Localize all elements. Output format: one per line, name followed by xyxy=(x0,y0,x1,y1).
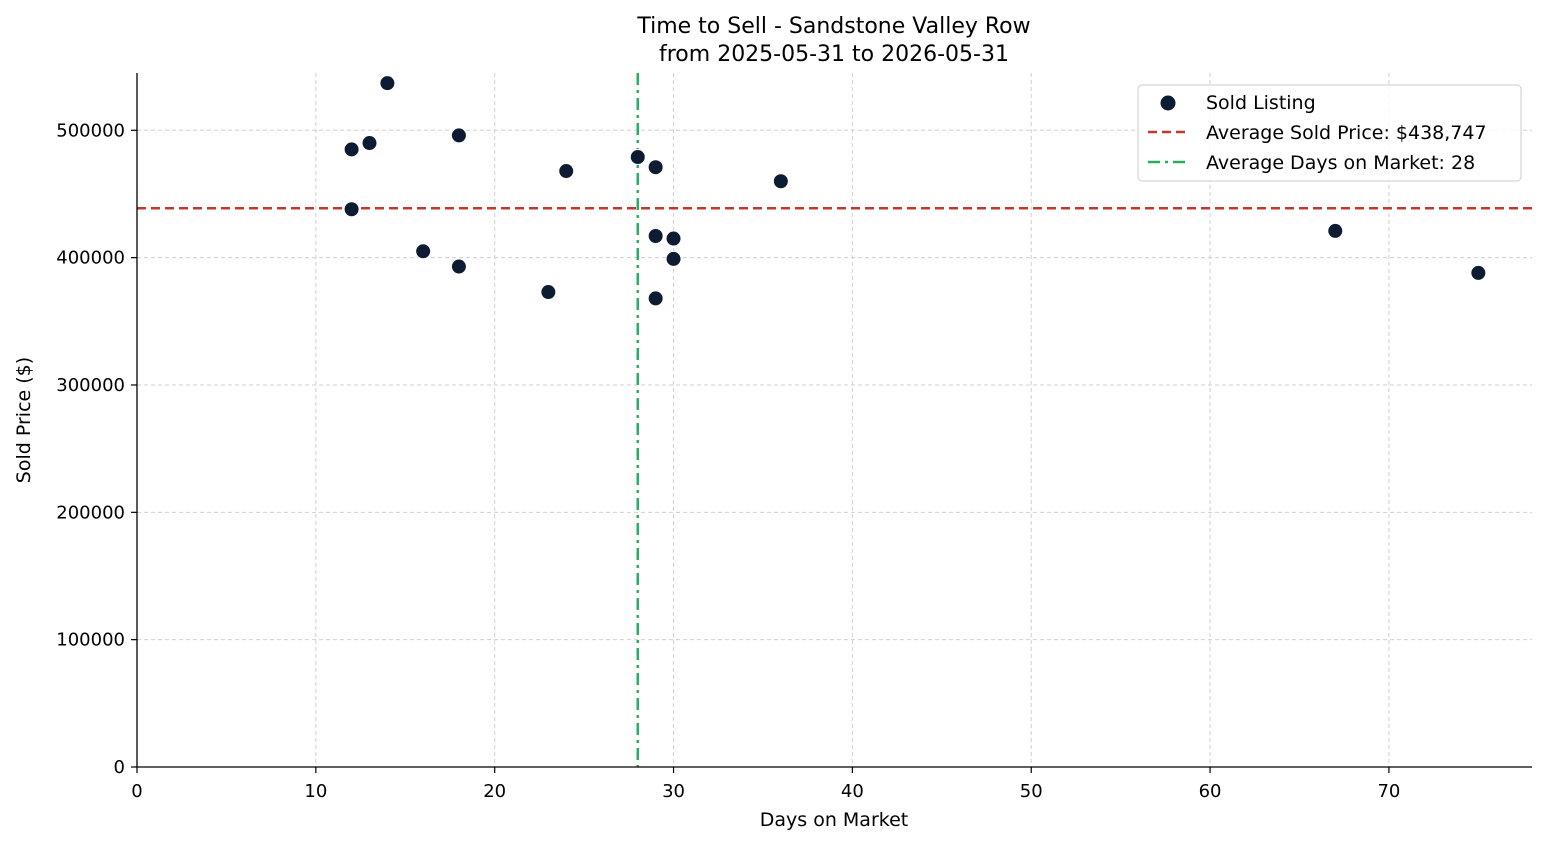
data-point xyxy=(379,75,396,92)
y-axis-label: Sold Price ($) xyxy=(13,357,35,483)
legend: Sold Listing Average Sold Price: $438,74… xyxy=(1137,84,1522,182)
y-tick-label: 0 xyxy=(114,757,125,778)
legend-label-average-days: Average Days on Market: 28 xyxy=(1206,152,1475,174)
x-tick-label: 30 xyxy=(662,781,685,802)
axes xyxy=(136,73,1532,768)
legend-box xyxy=(1137,84,1522,182)
x-axis-label: Days on Market xyxy=(760,809,908,831)
data-point xyxy=(415,243,432,260)
x-tick-label: 60 xyxy=(1199,781,1222,802)
data-point xyxy=(450,258,467,275)
x-tick-label: 40 xyxy=(841,781,864,802)
data-point xyxy=(1327,222,1344,239)
reference-lines xyxy=(137,73,1532,767)
data-point xyxy=(647,290,664,307)
y-axis-ticks: 0 100000 200000 300000 400000 500000 xyxy=(56,120,137,778)
data-points xyxy=(343,75,1487,307)
legend-label-sold-listing: Sold Listing xyxy=(1206,92,1316,114)
data-point xyxy=(647,159,664,176)
x-tick-label: 20 xyxy=(483,781,506,802)
legend-marker-sold-listing xyxy=(1160,95,1176,111)
y-tick-label: 200000 xyxy=(56,502,125,523)
x-tick-label: 10 xyxy=(304,781,327,802)
data-point xyxy=(343,141,360,158)
y-tick-label: 400000 xyxy=(56,248,125,269)
data-point xyxy=(361,135,378,152)
chart-subtitle: from 2025-05-31 to 2026-05-31 xyxy=(659,42,1009,67)
data-point xyxy=(1470,264,1487,281)
y-tick-label: 100000 xyxy=(56,630,125,651)
data-point xyxy=(540,284,557,301)
data-point xyxy=(665,250,682,267)
data-point xyxy=(772,173,789,190)
data-point xyxy=(647,227,664,244)
x-tick-label: 70 xyxy=(1377,781,1400,802)
data-point xyxy=(629,149,646,166)
data-point xyxy=(450,127,467,144)
data-point xyxy=(558,163,575,180)
chart-title: Time to Sell - Sandstone Valley Row xyxy=(636,14,1030,39)
x-tick-label: 50 xyxy=(1020,781,1043,802)
data-point xyxy=(343,201,360,218)
legend-label-average-price: Average Sold Price: $438,747 xyxy=(1206,122,1487,144)
y-tick-label: 300000 xyxy=(56,375,125,396)
data-point xyxy=(665,230,682,247)
y-tick-label: 500000 xyxy=(56,120,125,141)
x-tick-label: 0 xyxy=(131,781,142,802)
x-axis-ticks: 0 10 20 30 40 50 60 70 xyxy=(131,767,1400,802)
